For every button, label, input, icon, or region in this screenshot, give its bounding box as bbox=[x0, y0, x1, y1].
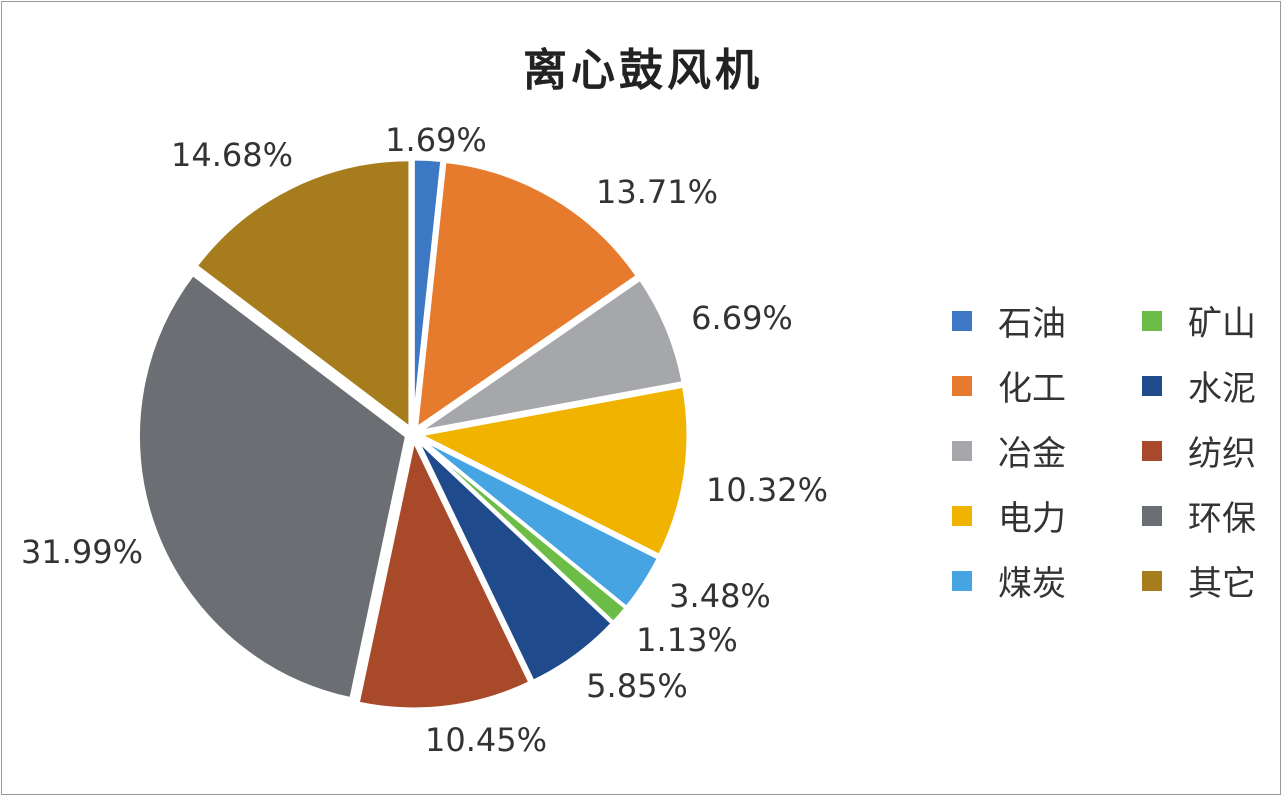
legend-item-2: 化工 bbox=[952, 361, 1066, 410]
legend-swatch bbox=[952, 440, 972, 461]
chart-title: 离心鼓风机 bbox=[523, 45, 763, 96]
data-label-9: 31.99% bbox=[21, 533, 143, 571]
data-label-1: 1.69% bbox=[385, 121, 487, 159]
legend-label: 其它 bbox=[1188, 564, 1256, 604]
data-label-4: 10.32% bbox=[706, 471, 828, 509]
pie-slice-9 bbox=[136, 272, 409, 701]
legend-swatch bbox=[1142, 505, 1162, 526]
pie-slice-6 bbox=[417, 437, 629, 625]
legend-swatch bbox=[952, 310, 972, 331]
legend-swatch bbox=[952, 375, 972, 396]
legend-label: 煤炭 bbox=[998, 564, 1066, 604]
legend-swatch bbox=[1142, 440, 1162, 461]
data-label-2: 13.71% bbox=[596, 173, 718, 211]
legend-label: 电力 bbox=[998, 499, 1066, 539]
data-label-10: 14.68% bbox=[171, 136, 293, 174]
legend-swatch bbox=[952, 505, 972, 526]
legend-swatch bbox=[1142, 310, 1162, 331]
data-label-3: 6.69% bbox=[691, 299, 793, 337]
legend-label: 环保 bbox=[1188, 499, 1256, 539]
pie-slice-4 bbox=[415, 384, 690, 558]
legend-swatch bbox=[952, 570, 972, 591]
legend-item-1: 石油 bbox=[952, 296, 1066, 345]
legend-swatch bbox=[1142, 570, 1162, 591]
legend-item-3: 冶金 bbox=[952, 426, 1066, 475]
data-label-5: 3.48% bbox=[669, 577, 771, 615]
legend-item-9: 环保 bbox=[1142, 491, 1256, 540]
legend-item-6: 矿山 bbox=[1142, 296, 1256, 345]
legend-item-5: 煤炭 bbox=[952, 556, 1066, 605]
pie-slice-7 bbox=[415, 438, 615, 684]
legend-label: 冶金 bbox=[998, 434, 1066, 474]
legend-swatch bbox=[1142, 375, 1162, 396]
pie-slice-8 bbox=[356, 436, 532, 711]
data-label-6: 1.13% bbox=[636, 621, 738, 659]
data-label-8: 10.45% bbox=[425, 721, 547, 759]
data-label-7: 5.85% bbox=[586, 667, 688, 705]
legend-label: 纺织 bbox=[1188, 434, 1256, 474]
legend-item-8: 纺织 bbox=[1142, 426, 1256, 475]
legend-label: 水泥 bbox=[1188, 369, 1256, 409]
legend-label: 石油 bbox=[998, 304, 1066, 344]
pie-slice-3 bbox=[418, 277, 685, 433]
legend-item-7: 水泥 bbox=[1142, 361, 1256, 410]
pie-slice-2 bbox=[414, 159, 640, 432]
legend-label: 矿山 bbox=[1188, 304, 1256, 344]
pie-slice-10 bbox=[194, 158, 412, 431]
pie-slice-1 bbox=[411, 157, 444, 428]
legend-item-10: 其它 bbox=[1142, 556, 1256, 605]
legend-label: 化工 bbox=[998, 369, 1066, 409]
legend-item-4: 电力 bbox=[952, 491, 1066, 540]
